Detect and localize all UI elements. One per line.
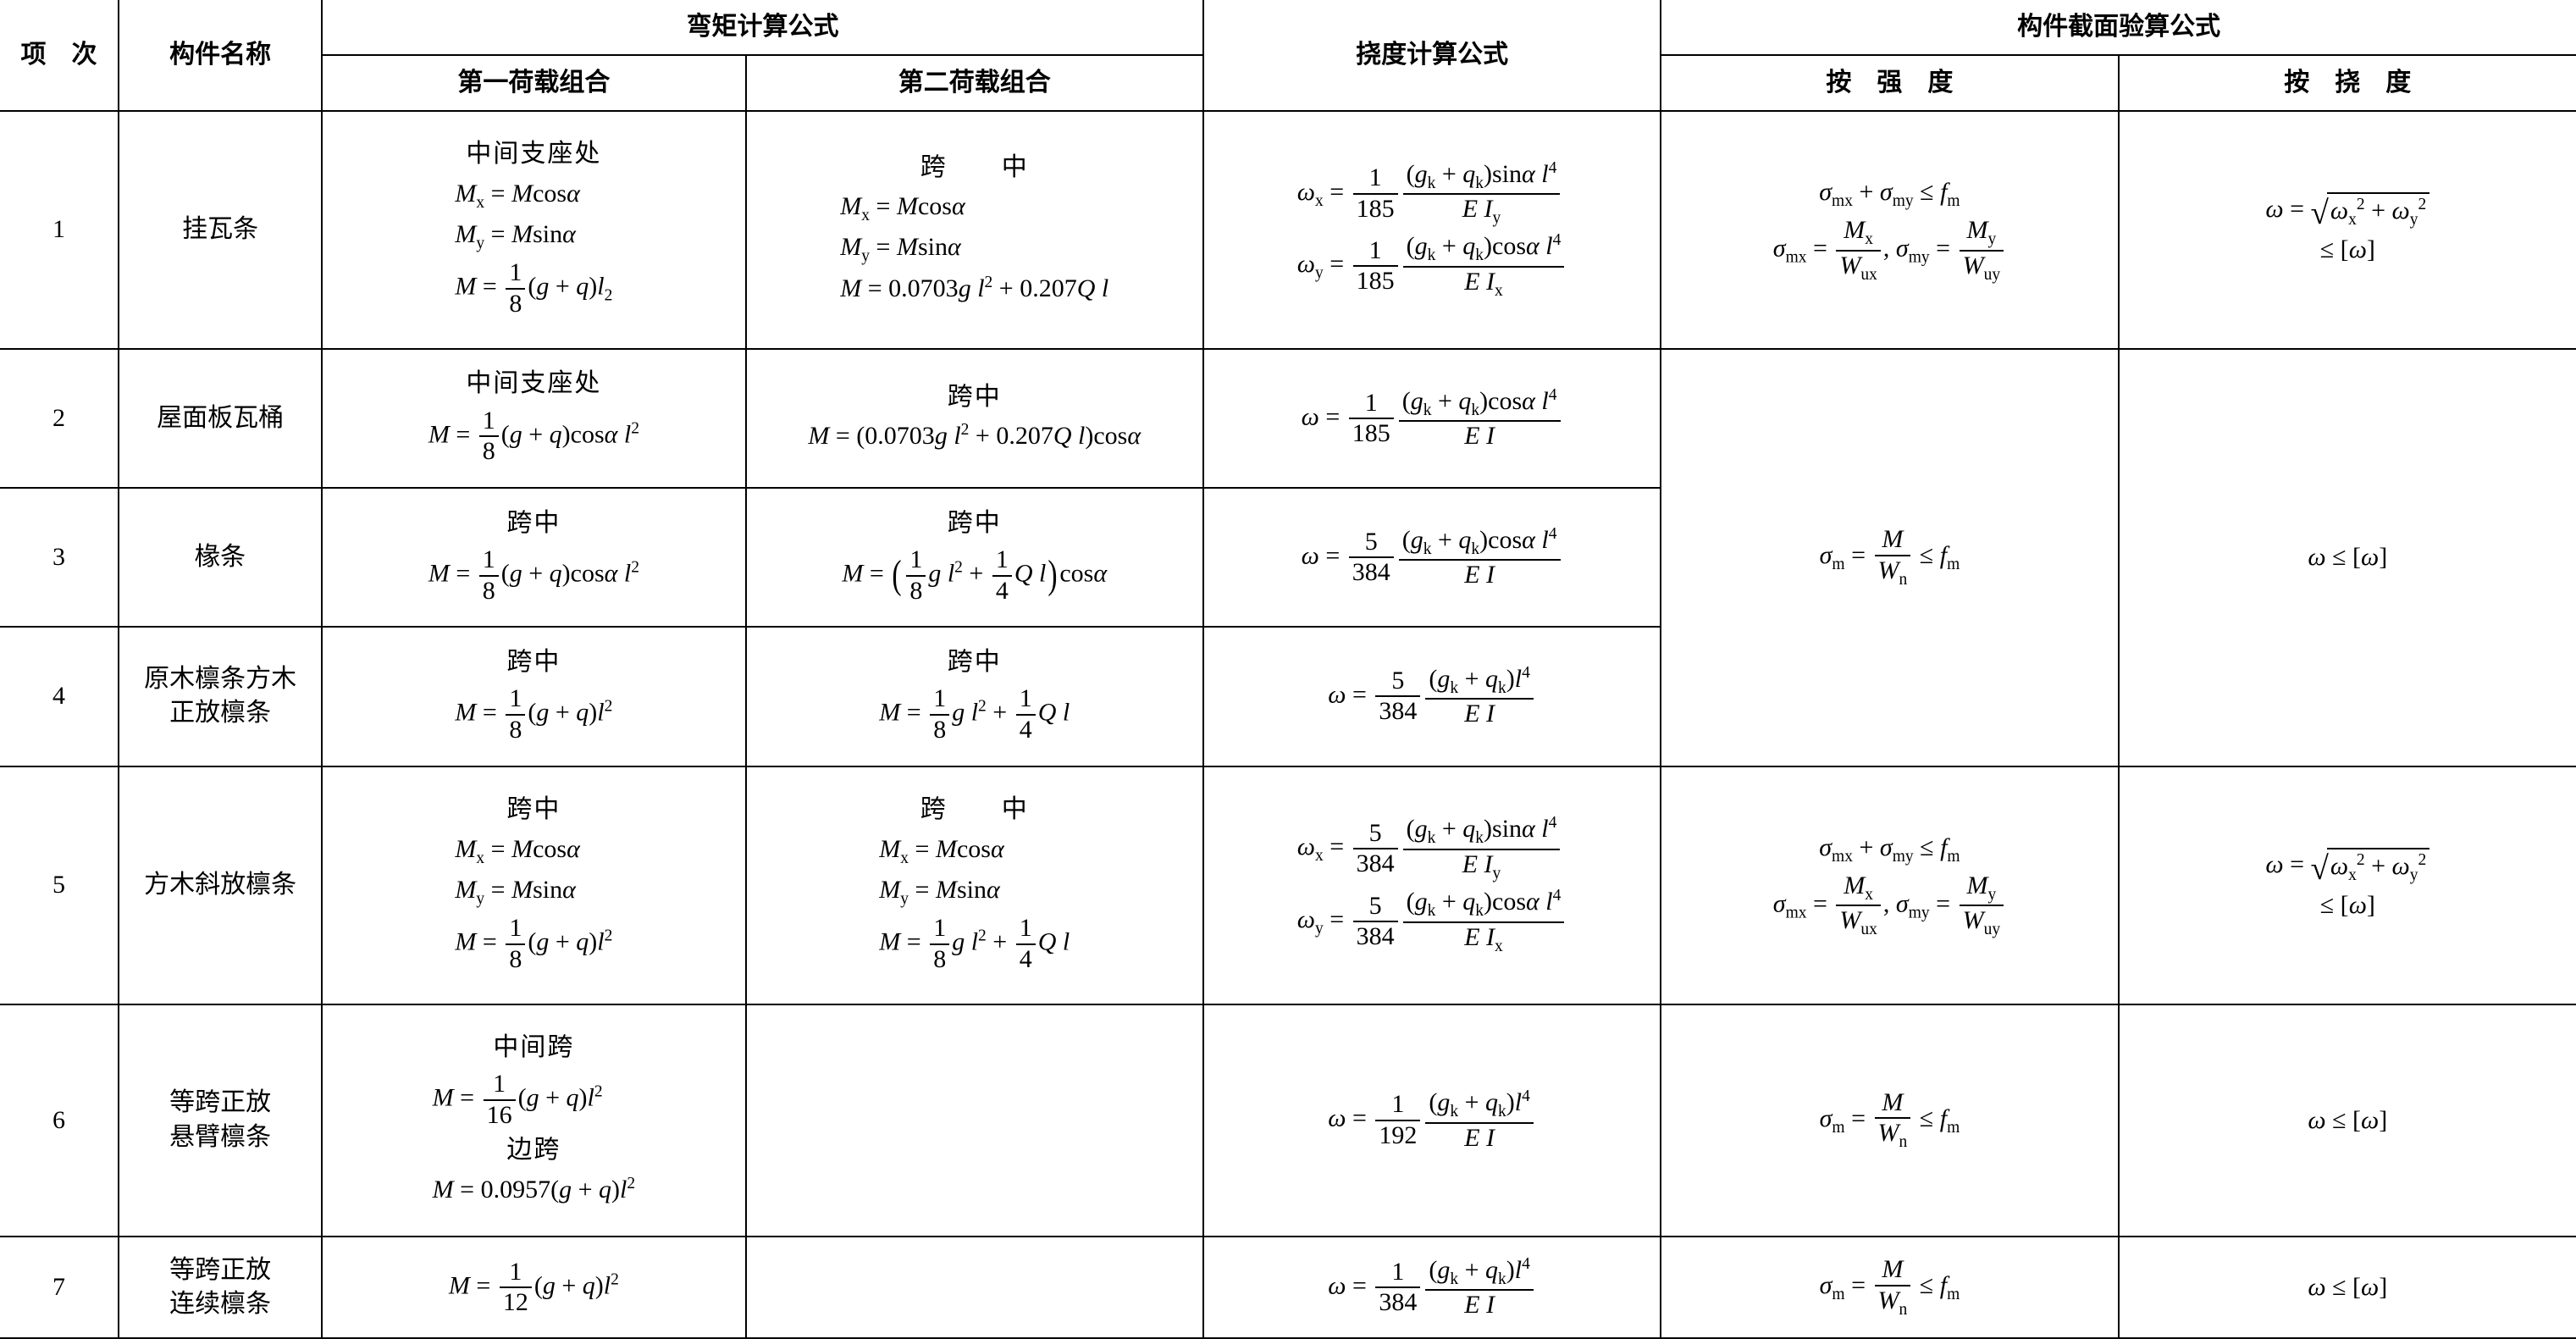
cell-section-deflection: ω ≤ [ω]	[2119, 1237, 2576, 1338]
cell-moment-1: 中间跨 M = 116(g + q)l2 边跨 M = 0.0957(g + q…	[322, 1004, 745, 1237]
cell-index: 2	[0, 349, 119, 488]
header-section-deflection: 按 挠 度	[2119, 55, 2576, 111]
cell-moment-1: 跨中 Mx = Mcosα My = Msinα M = 18(g + q)l2	[322, 766, 745, 1004]
m1-title: 中间支座处	[428, 367, 639, 401]
header-row-1: 项 次 构件名称 弯矩计算公式 挠度计算公式 构件截面验算公式	[0, 0, 2576, 55]
header-name: 构件名称	[119, 0, 322, 111]
cell-moment-2: 跨中 M = (0.0703g l2 + 0.207Q l)cosα	[746, 349, 1203, 488]
cell-section-deflection: ω = √ωx2 + ωy2 ≤ [ω]	[2119, 766, 2576, 1004]
cell-name: 屋面板瓦桶	[119, 349, 322, 488]
table-row: 5 方木斜放檩条 跨中 Mx = Mcosα My = Msinα M = 18…	[0, 766, 2576, 1004]
m2-title: 跨中	[879, 645, 1070, 680]
m1-title: 中间支座处	[455, 137, 612, 172]
m1-title-a: 中间跨	[433, 1031, 635, 1065]
cell-moment-2: 跨中 M = (18g l2 + 14Q l)cosα	[746, 488, 1203, 627]
cell-name: 挂瓦条	[119, 111, 322, 349]
formula-table: 项 次 构件名称 弯矩计算公式 挠度计算公式 构件截面验算公式 第一荷载组合 第…	[0, 0, 2576, 1339]
table-row: 6 等跨正放悬臂檩条 中间跨 M = 116(g + q)l2 边跨 M = 0…	[0, 1004, 2576, 1237]
cell-deflection: ω = 5384(gk + qk)cosα l4E I	[1203, 488, 1661, 627]
cell-moment-2: 跨 中 Mx = Mcosα My = Msinα M = 18g l2 + 1…	[746, 766, 1203, 1004]
cell-name: 原木檩条方木正放檩条	[119, 627, 322, 766]
m2-title: 跨中	[842, 506, 1107, 541]
m2-title: 跨中	[808, 380, 1141, 415]
cell-moment-1: 中间支座处 Mx = Mcosα My = Msinα M = 18(g + q…	[322, 111, 745, 349]
table-row: 7 等跨正放连续檩条 M = 112(g + q)l2 ω = 1384(gk …	[0, 1237, 2576, 1338]
cell-name: 等跨正放悬臂檩条	[119, 1004, 322, 1237]
cell-index: 3	[0, 488, 119, 627]
cell-index: 4	[0, 627, 119, 766]
cell-moment-1: 跨中 M = 18(g + q)cosα l2	[322, 488, 745, 627]
m1-title: 跨中	[455, 793, 612, 827]
cell-section-strength: σm = MWn ≤ fm	[1661, 349, 2118, 766]
cell-section-strength: σm = MWn ≤ fm	[1661, 1004, 2118, 1237]
header-index: 项 次	[0, 0, 119, 111]
table-row: 2 屋面板瓦桶 中间支座处 M = 18(g + q)cosα l2 跨中 M …	[0, 349, 2576, 488]
cell-section-deflection: ω ≤ [ω]	[2119, 1004, 2576, 1237]
m2-title: 跨 中	[840, 151, 1108, 185]
header-deflection: 挠度计算公式	[1203, 0, 1661, 111]
cell-section-deflection: ω = √ωx2 + ωy2 ≤ [ω]	[2119, 111, 2576, 349]
m2-title: 跨 中	[879, 793, 1070, 827]
m1-title: 跨中	[428, 506, 639, 541]
cell-section-strength: σmx + σmy ≤ fm σmx = MxWux, σmy = MyWuy	[1661, 111, 2118, 349]
cell-name: 椽条	[119, 488, 322, 627]
cell-index: 7	[0, 1237, 119, 1338]
cell-moment-2: 跨 中 Mx = Mcosα My = Msinα M = 0.0703g l2…	[746, 111, 1203, 349]
cell-name: 等跨正放连续檩条	[119, 1237, 322, 1338]
cell-index: 5	[0, 766, 119, 1004]
cell-deflection: ωx = 5384(gk + qk)sinα l4E Iy ωy = 5384(…	[1203, 766, 1661, 1004]
cell-moment-2	[746, 1004, 1203, 1237]
cell-moment-1: M = 112(g + q)l2	[322, 1237, 745, 1338]
cell-section-strength: σm = MWn ≤ fm	[1661, 1237, 2118, 1338]
cell-index: 6	[0, 1004, 119, 1237]
header-section-strength: 按 强 度	[1661, 55, 2118, 111]
cell-deflection: ω = 1384(gk + qk)l4E I	[1203, 1237, 1661, 1338]
cell-moment-2: 跨中 M = 18g l2 + 14Q l	[746, 627, 1203, 766]
cell-deflection: ω = 1192(gk + qk)l4E I	[1203, 1004, 1661, 1237]
table-row: 1 挂瓦条 中间支座处 Mx = Mcosα My = Msinα M = 18…	[0, 111, 2576, 349]
cell-deflection: ω = 1185(gk + qk)cosα l4E I	[1203, 349, 1661, 488]
cell-deflection: ω = 5384(gk + qk)l4E I	[1203, 627, 1661, 766]
page: 项 次 构件名称 弯矩计算公式 挠度计算公式 构件截面验算公式 第一荷载组合 第…	[0, 0, 2576, 1339]
header-moment-1: 第一荷载组合	[322, 55, 745, 111]
cell-deflection: ωx = 1185(gk + qk)sinα l4E Iy ωy = 1185(…	[1203, 111, 1661, 349]
cell-moment-1: 跨中 M = 18(g + q)l2	[322, 627, 745, 766]
m1-title: 跨中	[455, 645, 612, 680]
header-section-group: 构件截面验算公式	[1661, 0, 2576, 55]
cell-index: 1	[0, 111, 119, 349]
m1-title-b: 边跨	[433, 1133, 635, 1168]
cell-name: 方木斜放檩条	[119, 766, 322, 1004]
cell-moment-1: 中间支座处 M = 18(g + q)cosα l2	[322, 349, 745, 488]
cell-moment-2	[746, 1237, 1203, 1338]
header-moment-2: 第二荷载组合	[746, 55, 1203, 111]
cell-section-strength: σmx + σmy ≤ fm σmx = MxWux, σmy = MyWuy	[1661, 766, 2118, 1004]
cell-section-deflection: ω ≤ [ω]	[2119, 349, 2576, 766]
header-moment-group: 弯矩计算公式	[322, 0, 1203, 55]
